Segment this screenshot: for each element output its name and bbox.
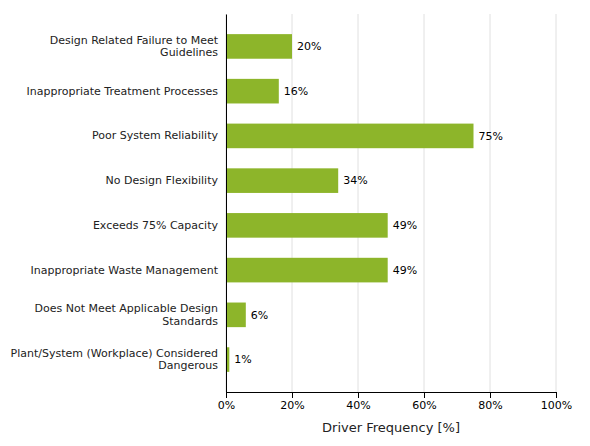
y-tick-label-line: Plant/System (Workplace) Considered: [11, 347, 218, 360]
x-tick: 40%: [346, 392, 370, 412]
bar: [226, 258, 388, 283]
data-label: 49%: [393, 219, 417, 232]
x-tick: 20%: [280, 392, 304, 412]
y-tick: Exceeds 75% Capacity: [93, 219, 219, 232]
y-tick-label: Poor System Reliability: [92, 129, 218, 142]
data-label: 16%: [284, 85, 308, 98]
grid-line: [424, 14, 425, 392]
y-tick-label: Design Related Failure to MeetGuidelines: [50, 34, 219, 60]
y-tick-label-line: Design Related Failure to Meet: [50, 34, 219, 47]
y-tick-label: Inappropriate Treatment Processes: [26, 85, 218, 98]
y-tick-label-line: Poor System Reliability: [92, 129, 218, 142]
y-tick-label-line: Standards: [162, 315, 218, 328]
x-tick-mark: [424, 392, 425, 398]
grid-line: [292, 14, 293, 392]
y-tick: Does Not Meet Applicable DesignStandards: [35, 302, 219, 328]
x-tick: 60%: [412, 392, 436, 412]
data-label: 49%: [393, 264, 417, 277]
grid-line: [556, 14, 557, 392]
y-tick: No Design Flexibility: [106, 174, 219, 187]
x-tick-mark: [556, 392, 557, 398]
grid: [226, 14, 556, 392]
y-tick-label: Does Not Meet Applicable DesignStandards: [35, 302, 219, 328]
bar: [226, 168, 338, 193]
y-tick-label: No Design Flexibility: [106, 174, 219, 187]
x-axis-title: Driver Frequency [%]: [322, 420, 460, 435]
y-tick-label-line: Does Not Meet Applicable Design: [35, 302, 218, 315]
y-tick: Inappropriate Treatment Processes: [26, 85, 218, 98]
x-tick-mark: [490, 392, 491, 398]
y-axis-line: [226, 15, 227, 393]
data-label: 20%: [297, 40, 321, 53]
plot-area: 0% 20% 40% 60% 80% 100% Plant/System (Workplac…: [11, 14, 573, 412]
x-tick-mark: [292, 392, 293, 398]
x-tick-label: 80%: [478, 399, 502, 412]
grid-line: [358, 14, 359, 392]
chart: 0% 20% 40% 60% 80% 100% Plant/System (Workplac…: [0, 0, 590, 446]
bar: [226, 34, 292, 59]
x-tick-label: 0%: [218, 399, 235, 412]
y-tick-label-line: Dangerous: [158, 359, 218, 372]
x-tick-label: 100%: [541, 399, 572, 412]
y-tick-label-line: Inappropriate Waste Management: [31, 264, 219, 277]
bar: [226, 124, 474, 149]
x-axis: 0% 20% 40% 60% 80% 100%: [218, 392, 572, 412]
data-label: 1%: [234, 353, 251, 366]
y-tick: Inappropriate Waste Management: [31, 264, 219, 277]
y-tick: Design Related Failure to MeetGuidelines: [50, 34, 219, 60]
y-tick-label-line: Exceeds 75% Capacity: [93, 219, 219, 232]
data-label: 75%: [479, 130, 503, 143]
y-tick-label: Inappropriate Waste Management: [31, 264, 219, 277]
x-axis-line: [227, 393, 557, 399]
y-tick: Plant/System (Workplace) ConsideredDange…: [11, 347, 219, 373]
y-axis: Plant/System (Workplace) ConsideredDange…: [11, 15, 227, 393]
bar: [226, 303, 246, 328]
y-tick-label-line: Guidelines: [160, 46, 218, 59]
y-tick-label-line: Inappropriate Treatment Processes: [26, 85, 218, 98]
y-tick: Poor System Reliability: [92, 129, 218, 142]
x-tick: 100%: [541, 392, 572, 412]
grid-line: [490, 14, 491, 392]
x-tick-label: 20%: [280, 399, 304, 412]
x-tick-label: 40%: [346, 399, 370, 412]
x-tick-label: 60%: [412, 399, 436, 412]
data-label: 6%: [251, 309, 268, 322]
grid-line: [226, 14, 227, 392]
x-tick-mark: [226, 392, 227, 398]
bar: [226, 79, 279, 104]
data-labels: 1% 6% 49% 49% 34% 75% 16% 20%: [234, 40, 503, 366]
y-tick-label-line: No Design Flexibility: [106, 174, 219, 187]
y-tick-label: Plant/System (Workplace) ConsideredDange…: [11, 347, 219, 373]
bars: [226, 34, 474, 372]
x-tick: 0%: [218, 392, 235, 412]
bar: [226, 213, 388, 238]
x-tick: 80%: [478, 392, 502, 412]
x-tick-mark: [358, 392, 359, 398]
y-tick-label: Exceeds 75% Capacity: [93, 219, 219, 232]
data-label: 34%: [343, 174, 367, 187]
